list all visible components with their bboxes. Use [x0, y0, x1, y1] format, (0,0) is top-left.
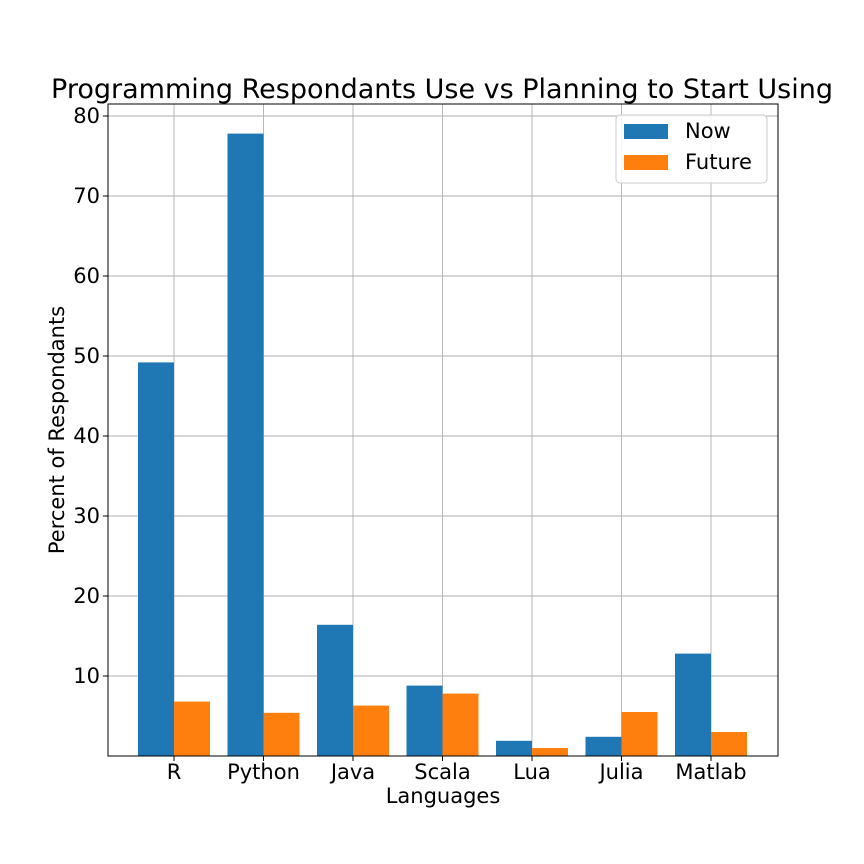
legend-label-now: Now — [685, 119, 731, 143]
x-tick-label: Julia — [597, 760, 643, 784]
y-tick-label: 30 — [73, 504, 100, 528]
y-tick-label: 50 — [73, 344, 100, 368]
bar-now-python — [227, 133, 264, 757]
bar-now-lua — [496, 740, 532, 756]
bar-future-java — [353, 705, 389, 756]
x-tick-label: Lua — [513, 760, 551, 784]
grid-lines — [108, 104, 778, 756]
y-tick-label: 10 — [73, 664, 100, 688]
bar-now-matlab — [675, 653, 711, 756]
bars — [138, 133, 747, 757]
legend: Now Future — [615, 114, 768, 184]
y-axis-label: Percent of Respondants — [45, 306, 69, 554]
y-tick-label: 20 — [73, 584, 100, 608]
legend-label-future: Future — [685, 150, 752, 174]
bar-now-scala — [406, 685, 443, 756]
y-axis-ticks: 10 20 30 40 50 60 70 80 — [73, 104, 108, 688]
bar-now-java — [317, 624, 353, 756]
legend-swatch-now — [624, 124, 668, 139]
x-axis-ticks: R Python Java Scala Lua Julia Matlab — [167, 756, 747, 784]
bar-now-julia — [585, 736, 622, 756]
chart-title: Programming Respondants Use vs Planning … — [51, 74, 833, 105]
x-tick-label: Python — [227, 760, 300, 784]
x-axis-label: Languages — [386, 784, 501, 808]
bar-future-scala — [442, 693, 479, 756]
bar-now-r — [138, 362, 174, 756]
y-tick-label: 80 — [73, 104, 100, 128]
bar-future-lua — [532, 748, 568, 756]
bar-future-julia — [621, 712, 658, 756]
legend-swatch-future — [624, 155, 668, 170]
x-tick-label: Scala — [414, 760, 470, 784]
y-tick-label: 40 — [73, 424, 100, 448]
x-tick-label: R — [167, 760, 182, 784]
bar-future-matlab — [711, 732, 747, 756]
y-tick-label: 60 — [73, 264, 100, 288]
x-tick-label: Java — [329, 760, 375, 784]
y-tick-label: 70 — [73, 184, 100, 208]
x-tick-label: Matlab — [675, 760, 746, 784]
bar-future-r — [174, 701, 210, 756]
bar-future-python — [263, 712, 300, 756]
